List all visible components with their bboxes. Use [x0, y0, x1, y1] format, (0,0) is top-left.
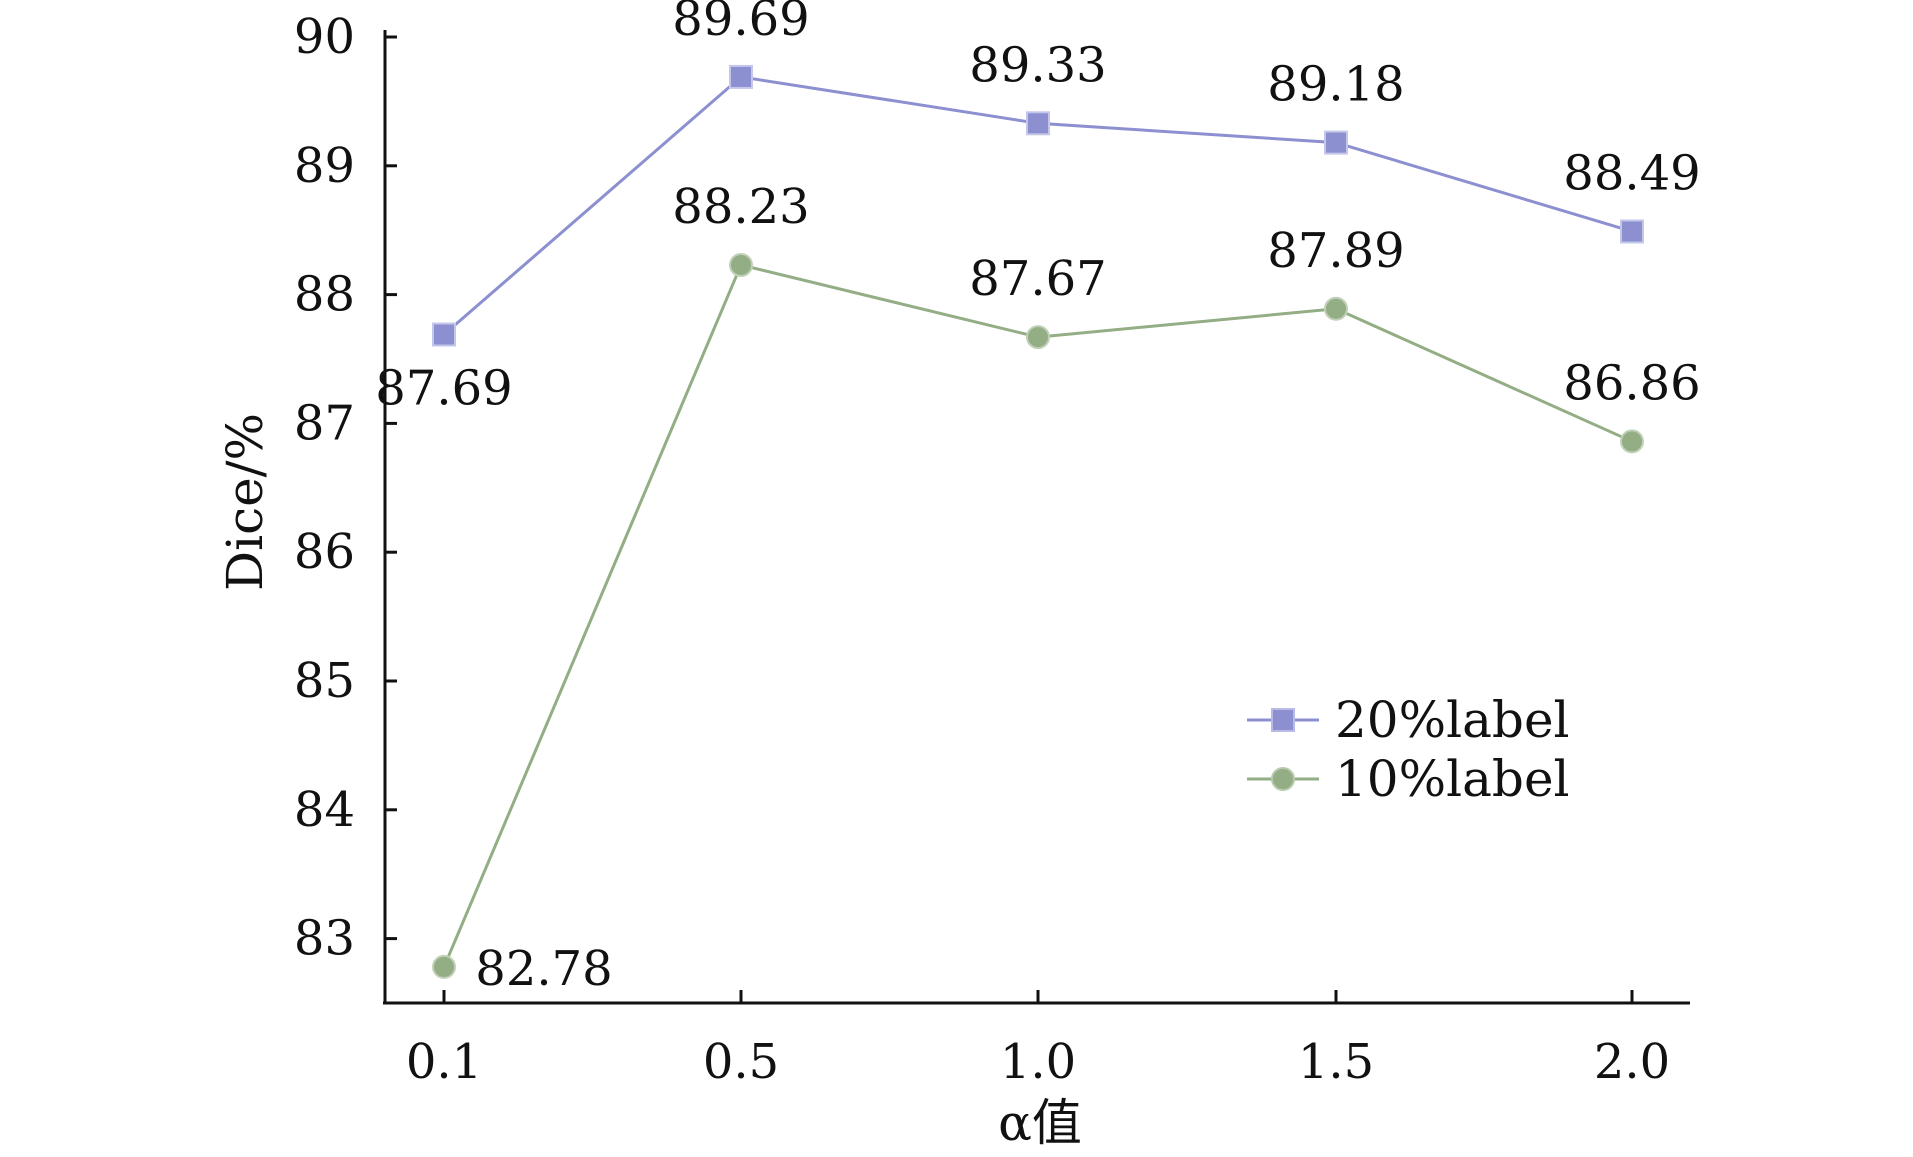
- x-tick-label: 1.0: [1000, 1034, 1076, 1090]
- legend: 20%label 10%label: [1247, 691, 1570, 808]
- data-label: 88.49: [1563, 145, 1700, 201]
- y-tick-label: 83: [294, 911, 355, 967]
- data-point-square: [729, 64, 753, 89]
- data-label: 87.67: [969, 251, 1106, 307]
- legend-label-20-label: 20%label: [1335, 691, 1570, 749]
- axes: [383, 30, 1690, 1005]
- y-tick-label: 90: [294, 9, 355, 65]
- y-tick-label: 88: [294, 267, 355, 323]
- data-point-circle: [1620, 429, 1644, 454]
- legend-label-10-label: 10%label: [1335, 750, 1570, 808]
- y-tick-label: 84: [294, 782, 355, 838]
- x-tick-label: 1.5: [1298, 1034, 1374, 1090]
- x-ticks: 0.1 0.5 1.0 1.5 2.0: [406, 990, 1670, 1090]
- data-labels: 87.69 89.69 89.33 89.18 88.49 82.78 88.23 87.67…: [375, 0, 1700, 997]
- legend-square-marker: [1271, 708, 1295, 732]
- data-point-circle: [1324, 296, 1348, 321]
- legend-circle-marker: [1271, 767, 1295, 791]
- y-tick-label: 85: [294, 653, 355, 709]
- data-point-circle: [432, 954, 456, 979]
- data-label: 87.69: [375, 361, 512, 417]
- x-tick-label: 2.0: [1594, 1034, 1670, 1090]
- data-point-square: [1620, 219, 1644, 244]
- data-point-square: [1026, 111, 1050, 136]
- data-label: 82.78: [475, 941, 612, 997]
- y-tick-label: 86: [294, 524, 355, 580]
- y-ticks: 83 84 85 86 87 88 89 90: [294, 9, 397, 967]
- legend-item-20-label: 20%label: [1247, 691, 1570, 749]
- data-point-circle: [729, 252, 753, 277]
- data-label: 87.89: [1267, 223, 1404, 279]
- data-point-square: [432, 322, 456, 347]
- y-tick-label: 87: [294, 395, 355, 451]
- data-point-circle: [1026, 325, 1050, 350]
- series-layer: [432, 64, 1644, 979]
- x-tick-label: 0.5: [703, 1034, 779, 1090]
- y-axis-title: Dice/%: [216, 413, 274, 591]
- data-label: 89.18: [1267, 57, 1404, 113]
- x-tick-label: 0.1: [406, 1034, 482, 1090]
- data-label: 89.69: [672, 0, 809, 47]
- x-axis-title: α值: [998, 1094, 1082, 1152]
- data-point-square: [1324, 130, 1348, 155]
- plot-lines: [442, 75, 1633, 968]
- series-line-10-label: [442, 263, 1633, 968]
- data-label: 89.33: [969, 37, 1106, 93]
- data-label: 86.86: [1563, 355, 1700, 411]
- legend-item-10-label: 10%label: [1247, 750, 1570, 808]
- y-tick-label: 89: [294, 138, 355, 194]
- data-label: 88.23: [672, 179, 809, 235]
